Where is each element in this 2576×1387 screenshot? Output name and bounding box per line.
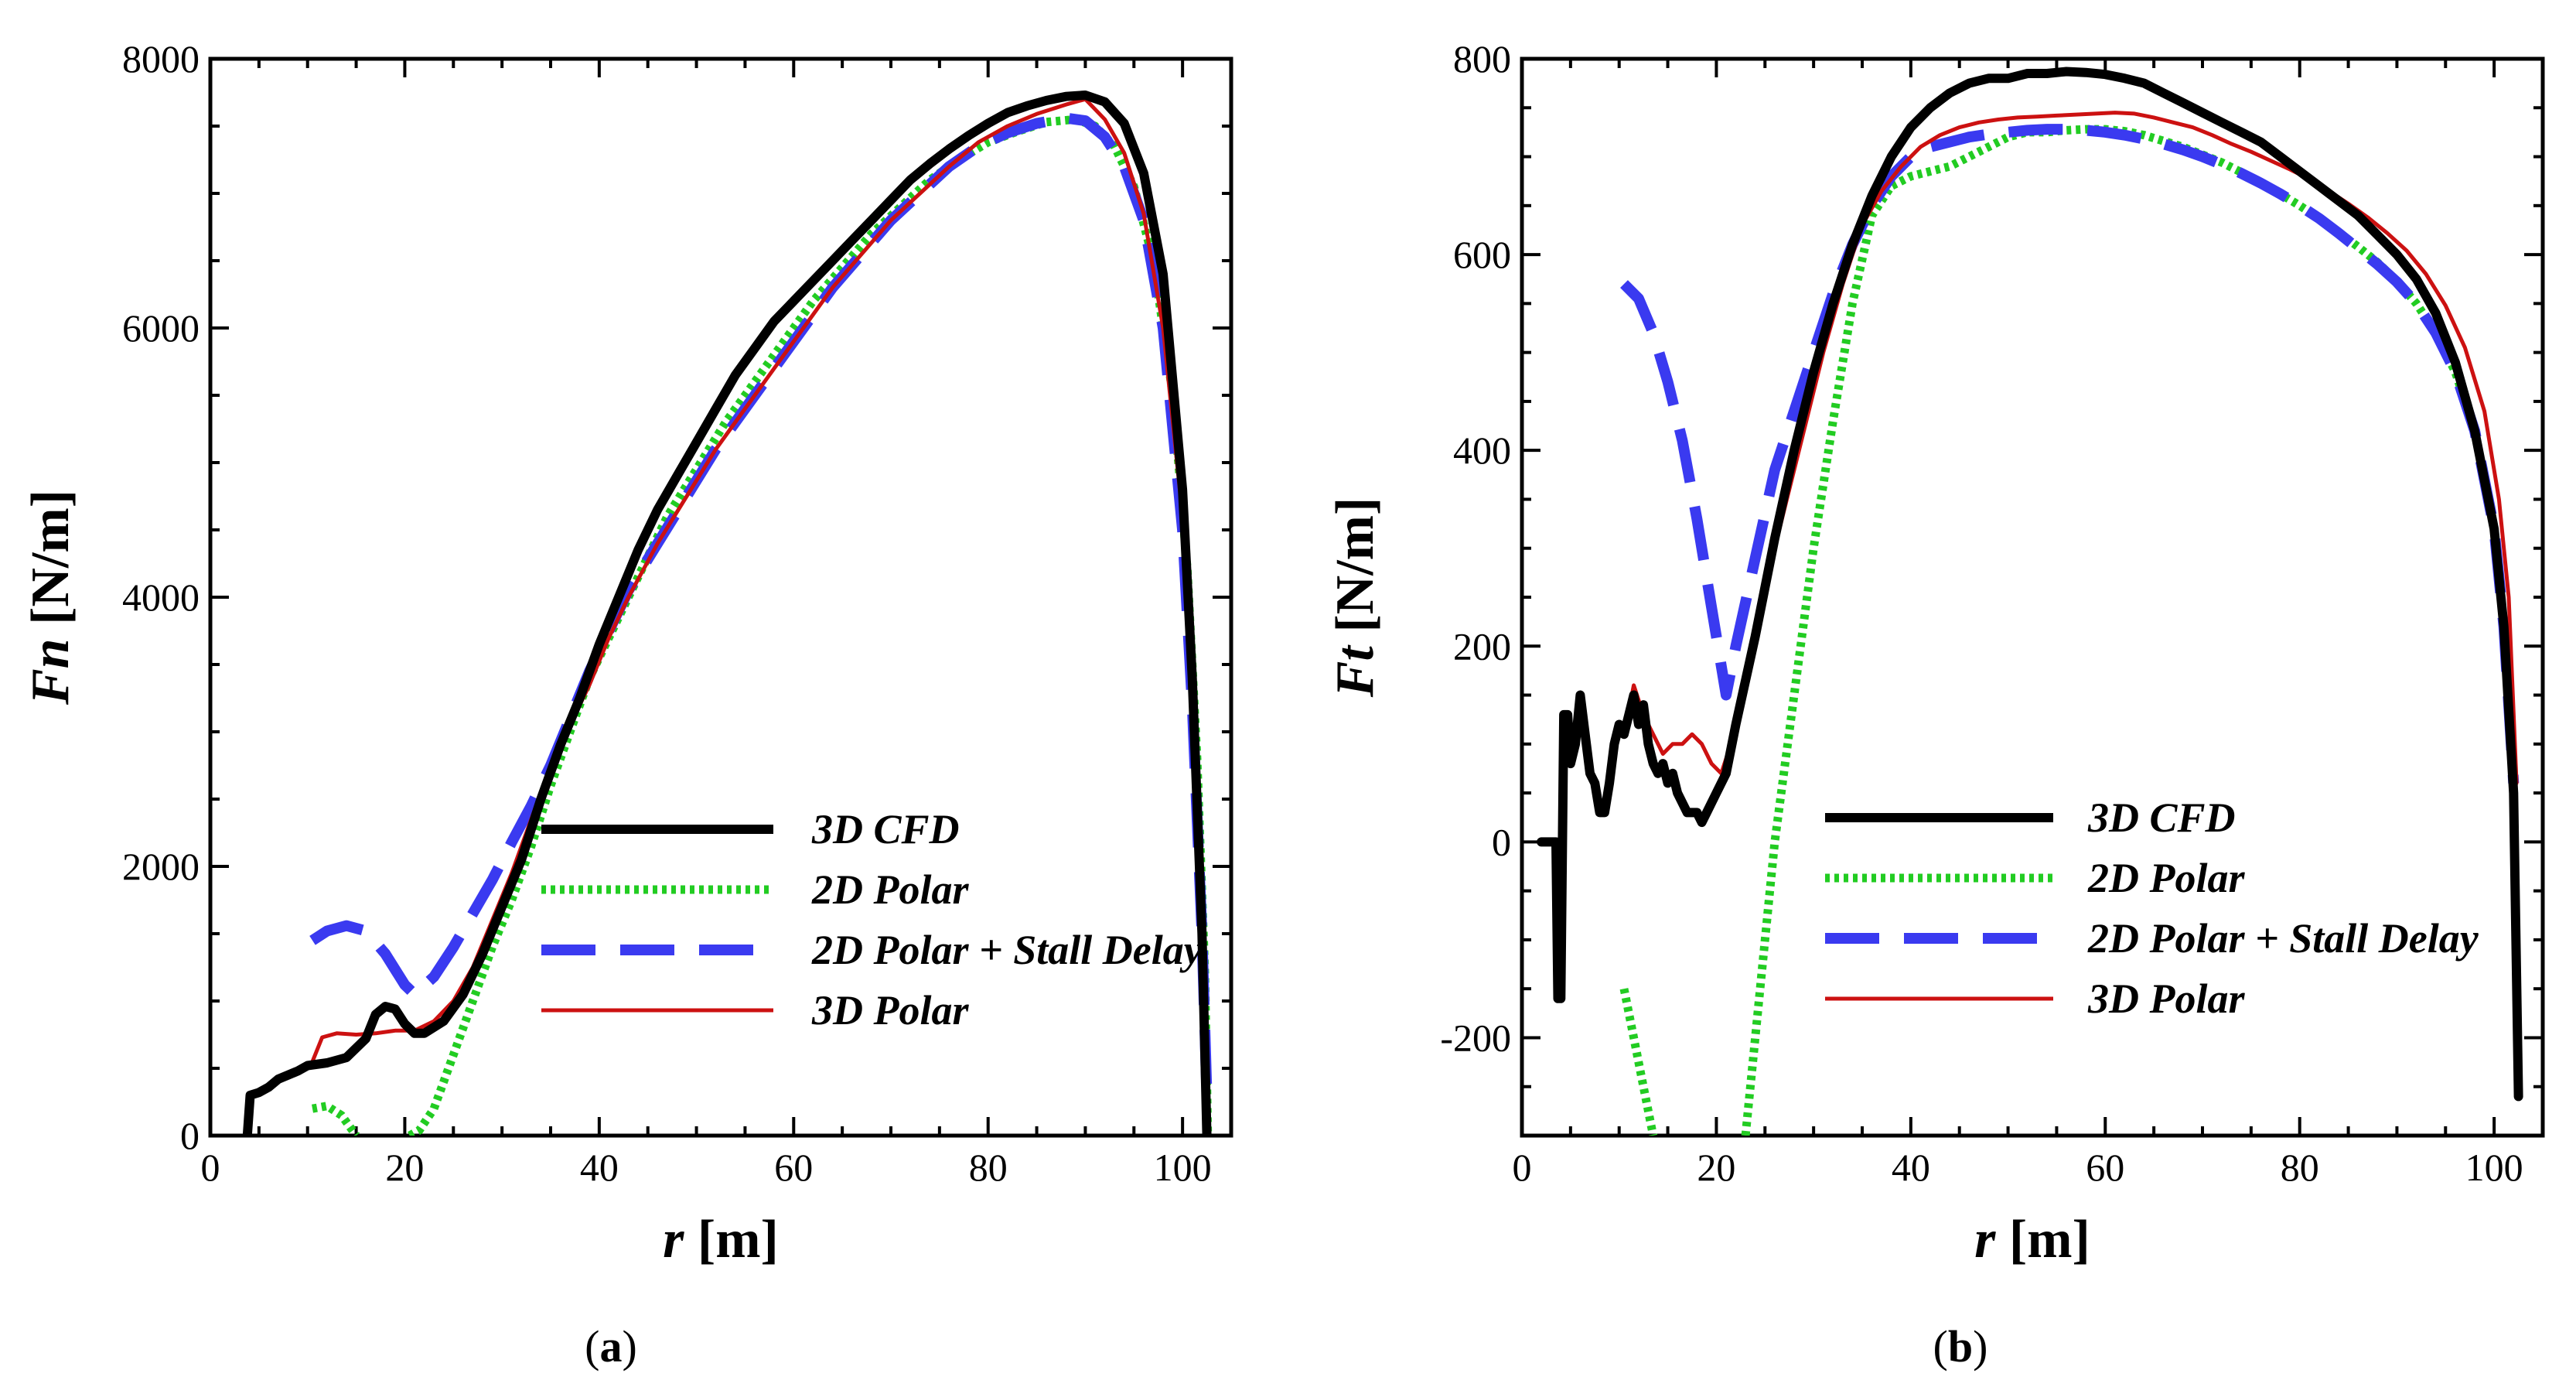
legend-a: 3D CFD 2D Polar 2D Polar + Stall Delay 3D P…	[541, 806, 1203, 1033]
panel-a: 0 20 40 60 80 100 0 2000 4000 6000 8000 r [m] Fn …	[21, 37, 1233, 1372]
series-line-3d-cfd	[1537, 67, 2523, 1102]
series-line-2d-polar	[1619, 988, 1658, 1136]
legend-label: 3D Polar	[2087, 975, 2245, 1022]
x-tick-label: 20	[1697, 1146, 1735, 1189]
y-tick-label: 0	[180, 1114, 200, 1157]
y-tick-label: 2000	[122, 845, 200, 888]
y-tick-label: 6000	[122, 306, 200, 350]
y-axis-label-b: Ft [N/m]	[1326, 497, 1385, 699]
x-tick-label: 20	[385, 1146, 424, 1189]
series-line-3d-polar	[1622, 111, 2519, 785]
x-tick-label: 60	[774, 1146, 813, 1189]
series-group-b	[1537, 67, 2523, 1136]
plot-frame-a	[208, 56, 1233, 1138]
panel-b: 0 20 40 60 80 100 -200 0 200 400 600 800 r [m] Ft …	[1326, 37, 2545, 1372]
x-tick-label: 0	[201, 1146, 220, 1189]
y-tick-label: 800	[1453, 37, 1511, 80]
x-tick-label: 100	[2465, 1146, 2523, 1189]
series-line-2d-polar	[311, 1102, 360, 1136]
legend-label: 2D Polar + Stall Delay	[811, 927, 1203, 973]
legend-label: 2D Polar + Stall Delay	[2087, 915, 2479, 962]
series-line-3d-cfd	[242, 91, 1212, 1136]
series-line-2d-polar-stall-delay	[309, 112, 1213, 1096]
y-tick-label: 400	[1453, 429, 1511, 472]
legend-label: 2D Polar	[2087, 855, 2245, 901]
legend-label: 3D CFD	[811, 806, 960, 852]
x-tick-label: 100	[1154, 1146, 1212, 1189]
caption-b: (b)	[1933, 1321, 1988, 1372]
x-axis-label-a: r [m]	[663, 1210, 779, 1269]
x-tick-label: 80	[969, 1146, 1008, 1189]
x-ticks-b: 0 20 40 60 80 100	[1513, 59, 2544, 1189]
legend-b: 3D CFD 2D Polar 2D Polar + Stall Delay 3D P…	[1825, 794, 2479, 1022]
x-tick-label: 0	[1513, 1146, 1532, 1189]
legend-label: 3D Polar	[811, 987, 969, 1033]
y-tick-label: 200	[1453, 624, 1511, 668]
y-ticks-a: 0 2000 4000 6000 8000	[122, 37, 1231, 1157]
series-line-3d-polar	[310, 97, 1210, 1064]
y-tick-label: 8000	[122, 37, 200, 80]
caption-a: (a)	[585, 1321, 637, 1372]
x-ticks-a: 0 20 40 60 80 100	[201, 59, 1233, 1189]
y-tick-label: -200	[1440, 1016, 1511, 1059]
y-ticks-b: -200 0 200 400 600 800	[1440, 37, 2543, 1137]
legend-label: 3D CFD	[2087, 794, 2236, 841]
series-line-2d-polar-stall-delay	[1620, 124, 2520, 784]
y-tick-label: 4000	[122, 576, 200, 619]
x-tick-label: 40	[580, 1146, 619, 1189]
series-line-2d-polar	[408, 114, 1213, 1136]
y-tick-label: 600	[1453, 233, 1511, 276]
legend-label: 2D Polar	[811, 866, 969, 913]
y-axis-label-a: Fn [N/m]	[21, 490, 80, 705]
x-tick-label: 80	[2281, 1146, 2319, 1189]
x-axis-label-b: r [m]	[1974, 1210, 2090, 1269]
plot-frame-b	[1520, 56, 2545, 1138]
x-tick-label: 40	[1892, 1146, 1930, 1189]
x-tick-label: 60	[2086, 1146, 2124, 1189]
y-tick-label: 0	[1492, 820, 1511, 863]
series-group-a	[242, 91, 1213, 1136]
